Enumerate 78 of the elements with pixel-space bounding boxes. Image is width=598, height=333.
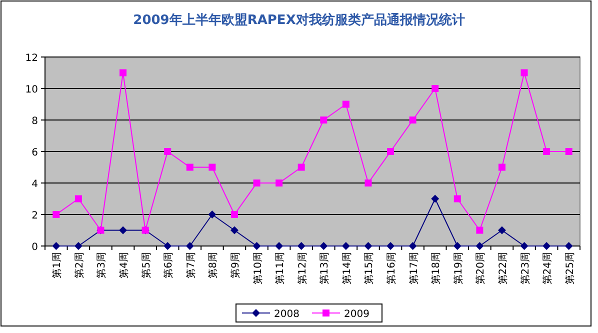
point [74,195,82,202]
x-tick-label: 第3周 [96,252,108,278]
x-tick-label: 第22周 [496,252,509,285]
x-tick-label: 第8周 [207,252,220,278]
point [364,180,372,186]
point [386,242,395,250]
point [387,148,394,155]
x-tick-label: 第12周 [296,252,308,285]
point [230,211,238,218]
x-tick-label: 第7周 [184,252,197,278]
point [543,148,550,155]
x-tick-label: 第19周 [452,252,464,285]
x-tick-label: 第6周 [162,252,175,278]
x-tick-label: 第9周 [229,252,242,278]
y-tick-label: 10 [25,84,38,96]
point [120,69,127,76]
legend-label: 2008 [274,309,300,320]
point [498,226,506,234]
point [253,180,260,186]
point [542,242,551,250]
point [164,242,172,250]
y-tick-label: 8 [32,116,38,127]
y-tick-label: 0 [32,242,38,253]
x-tick-label: 第11周 [274,252,286,285]
point [453,242,462,250]
point [275,242,284,250]
point [208,210,216,218]
point [476,226,484,234]
y-tick-label: 4 [32,179,38,190]
point [186,164,194,171]
point [432,85,439,92]
x-tick-label: 第23周 [519,252,532,285]
point [298,164,305,171]
point [320,116,328,124]
x-tick-label: 第20周 [474,252,487,285]
x-tick-label: 第4周 [118,252,130,278]
point [52,211,60,218]
y-tick-label: 12 [25,53,38,64]
y-tick-label: 2 [32,210,38,222]
x-tick-label: 第18周 [430,252,442,285]
point [297,242,306,250]
x-tick-label: 第1周 [51,252,64,278]
point [565,148,572,155]
point [520,242,528,250]
legend-label: 2009 [344,309,370,320]
point [164,148,172,155]
point [230,226,238,234]
point [364,242,372,250]
x-tick-label: 第16周 [386,252,398,285]
point [276,180,283,186]
chart-title: 2009年上半年欧盟RAPEX对我纺服类产品通报情况统计 [133,12,465,28]
point [476,242,484,250]
point [342,100,350,108]
x-tick-label: 第17周 [408,252,420,285]
point [320,242,328,250]
x-tick-label: 第10周 [252,252,264,285]
point [564,242,573,250]
point [119,226,128,234]
point [409,116,416,124]
x-tick-label: 第24周 [542,252,554,285]
point [52,242,60,250]
point [408,242,417,250]
point [74,242,82,250]
point [520,69,528,76]
point [454,195,461,202]
point [252,242,261,250]
point [342,242,350,250]
y-tick-label: 6 [32,148,38,158]
x-tick-label: 第14周 [340,252,353,285]
x-tick-label: 第5周 [140,252,152,278]
x-tick-label: 第13周 [318,252,331,285]
x-tick-label: 第2周 [73,252,86,278]
point [498,164,506,171]
point [208,164,216,171]
point [186,242,194,250]
x-tick-label: 第15周 [363,252,376,285]
x-tick-label: 第25周 [564,252,576,285]
point [431,194,440,203]
